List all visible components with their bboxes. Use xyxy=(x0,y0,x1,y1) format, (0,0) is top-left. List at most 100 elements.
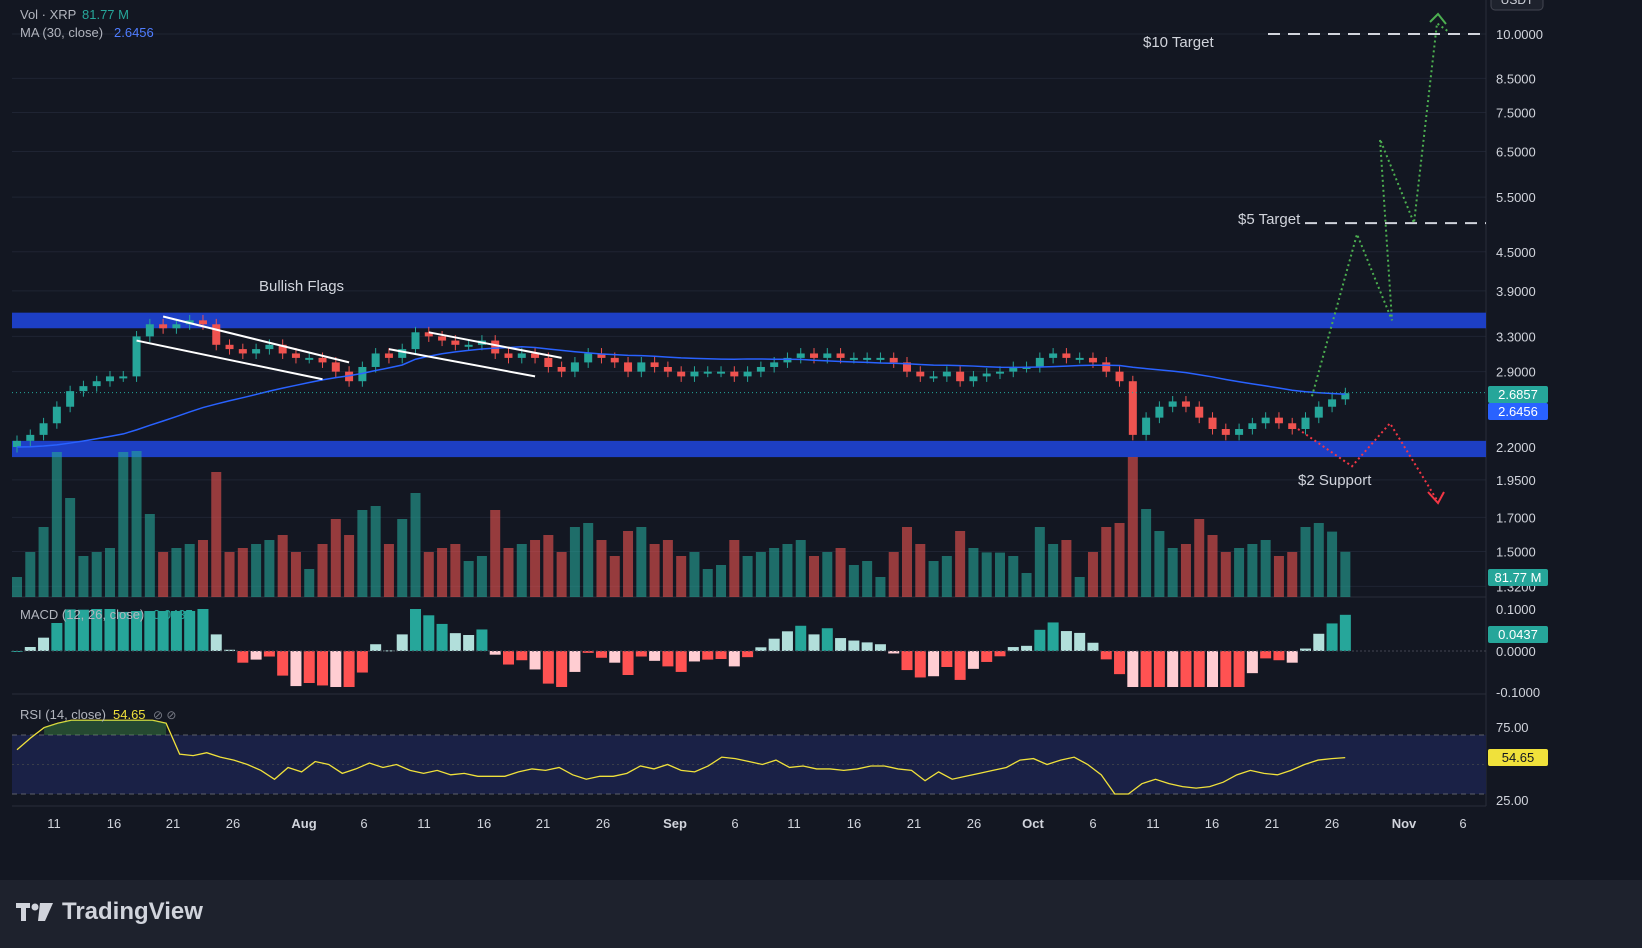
volume-bar xyxy=(1101,527,1112,597)
candle xyxy=(677,366,686,382)
volume-bar xyxy=(65,498,76,597)
candle-body xyxy=(26,434,35,441)
candle xyxy=(398,343,407,364)
volume-bar xyxy=(237,548,248,597)
flag-2-lower-line xyxy=(388,348,536,378)
chart-canvas[interactable]: 10.0000 8.5000 7.5000 6.5000 5.5000 4.5000 3.9… xyxy=(0,0,1642,880)
volume-bar xyxy=(530,540,541,597)
macd-bar xyxy=(1286,651,1298,663)
volume-bar xyxy=(1021,573,1032,597)
macd-bar xyxy=(1246,651,1258,674)
volume-bar xyxy=(702,569,713,597)
candle-body xyxy=(810,353,819,358)
macd-bar xyxy=(157,611,169,651)
volume-bar xyxy=(955,531,966,597)
price-tick-label: 5.5000 xyxy=(1496,190,1536,205)
macd-bar xyxy=(1074,632,1086,651)
macd-bar xyxy=(821,628,833,651)
volume-bar xyxy=(1300,527,1311,597)
candle xyxy=(1341,387,1350,405)
candle-body xyxy=(212,324,221,345)
macd-bar xyxy=(64,609,76,651)
candle-body xyxy=(1022,366,1031,369)
volume-bar xyxy=(197,540,208,597)
volume-badge-text: 81.77 M xyxy=(1495,570,1542,585)
candle-body xyxy=(703,371,712,374)
candle xyxy=(916,366,925,382)
rsi-overbought-fill xyxy=(44,720,167,735)
candle xyxy=(1288,417,1297,435)
volume-bar xyxy=(596,540,607,597)
candle-body xyxy=(1168,401,1177,407)
candle-body xyxy=(1288,423,1297,430)
volume-bar xyxy=(1194,519,1205,597)
macd-bar xyxy=(77,609,89,651)
candle-body xyxy=(663,366,672,372)
candle xyxy=(982,368,991,382)
support-2-label: $2 Support xyxy=(1298,472,1372,489)
time-tick-label: 6 xyxy=(731,816,738,831)
macd-bar xyxy=(449,633,461,651)
volume-bar xyxy=(1141,509,1152,597)
volume-bar xyxy=(716,565,727,597)
bearish-projection-path xyxy=(1297,421,1439,503)
volume-bar xyxy=(1313,523,1324,597)
candle xyxy=(756,361,765,378)
candle-body xyxy=(743,371,752,377)
rsi-badge-text: 54.65 xyxy=(1502,750,1535,765)
volume-bar xyxy=(941,556,952,597)
volume-bar xyxy=(782,544,793,597)
volume-bar xyxy=(583,523,594,597)
candle xyxy=(411,326,420,355)
candle-body xyxy=(637,362,646,372)
volume-bar xyxy=(676,556,687,597)
chart-svg[interactable]: 10.0000 8.5000 7.5000 6.5000 5.5000 4.5000 3.9… xyxy=(0,0,1642,880)
volume-badge-bg xyxy=(1488,569,1548,586)
macd-bar xyxy=(237,651,249,663)
candle xyxy=(331,356,340,378)
rsi-badge: 54.65 xyxy=(1488,749,1548,766)
candle-body xyxy=(717,371,726,374)
candle-body xyxy=(198,320,207,325)
candle xyxy=(212,318,221,351)
volume-bar xyxy=(649,544,660,597)
rsi-legend-icons: ⊘ ⊘ xyxy=(153,708,176,722)
bullish-projection-path xyxy=(1311,21,1449,397)
macd-bar xyxy=(835,638,847,651)
macd-bar xyxy=(1260,651,1272,659)
candle xyxy=(79,380,88,397)
candle xyxy=(26,429,35,447)
volume-bar xyxy=(848,565,859,597)
candle xyxy=(597,348,606,364)
candle-body xyxy=(1261,417,1270,424)
candle xyxy=(717,366,726,378)
time-tick-label: 26 xyxy=(1325,816,1339,831)
time-tick-label: Aug xyxy=(291,816,316,831)
candle-body xyxy=(584,353,593,363)
candle-body xyxy=(145,324,154,337)
macd-bar xyxy=(901,651,913,671)
candle xyxy=(105,370,114,387)
candle xyxy=(1102,356,1111,378)
candle-body xyxy=(252,349,261,354)
macd-bar xyxy=(542,651,554,684)
macd-bar xyxy=(928,651,940,677)
macd-badge-bg xyxy=(1488,626,1548,643)
volume-bars xyxy=(12,451,1351,597)
volume-bar xyxy=(1074,577,1085,597)
bullish-flags-label: Bullish Flags xyxy=(259,278,344,295)
bullish-arrow-head xyxy=(1429,12,1447,25)
macd-bar xyxy=(436,623,448,651)
candle-body xyxy=(1049,353,1058,358)
candle xyxy=(504,348,513,364)
volume-bar xyxy=(304,569,315,597)
volume-bar xyxy=(875,577,886,597)
volume-bar xyxy=(1167,548,1178,597)
candle xyxy=(278,339,287,359)
tradingview-logo[interactable]: TradingView xyxy=(16,898,203,926)
volume-bar xyxy=(1287,552,1298,597)
macd-bar xyxy=(210,634,222,651)
candle-body xyxy=(13,440,21,447)
volume-bar xyxy=(383,544,394,597)
macd-bar xyxy=(1153,651,1165,687)
